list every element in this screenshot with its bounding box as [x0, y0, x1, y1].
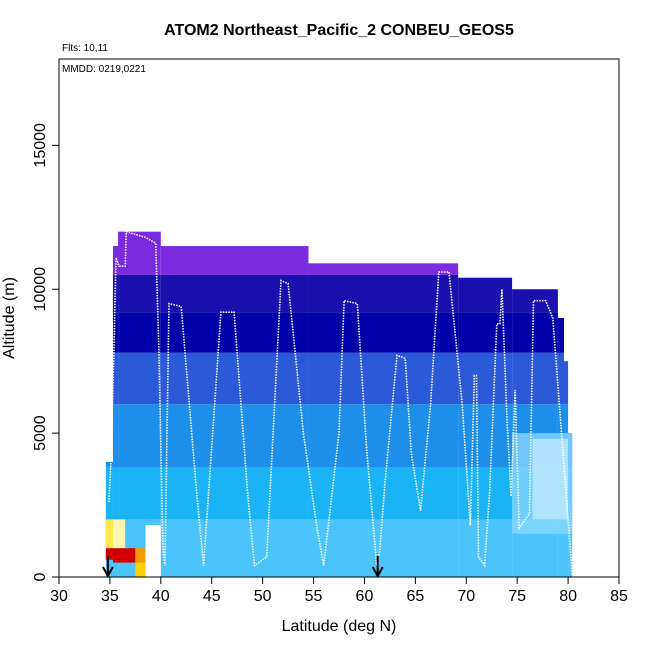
x-tick-label: 35	[101, 588, 119, 605]
marker-arrows	[101, 556, 384, 579]
x-tick-label: 85	[610, 588, 628, 605]
heatmap-cell	[112, 352, 119, 405]
heatmap-cell	[308, 519, 459, 577]
y-axis: 0 5000 10000 15000	[32, 123, 59, 581]
x-axis: 30 35 40 45 50 55 60 65 70 75 80 85	[50, 577, 628, 605]
y-tick-label: 5000	[32, 415, 49, 451]
anomaly-cell	[105, 548, 113, 560]
x-tick-label: 30	[50, 588, 68, 605]
x-tick-label: 80	[559, 588, 577, 605]
heatmap-cell	[557, 352, 565, 405]
chart-title: ATOM2 Northeast_Pacific_2 CONBEU_GEOS5	[164, 22, 514, 39]
x-tick-label: 75	[508, 588, 526, 605]
x-tick-label: 55	[305, 588, 323, 605]
heatmap-cell	[160, 467, 309, 520]
date-note: MMDD: 0219,0221	[62, 64, 146, 75]
x-tick-label: 60	[356, 588, 374, 605]
x-tick-label: 40	[152, 588, 170, 605]
heatmap-cell	[160, 312, 309, 353]
anomaly-cell	[135, 562, 146, 577]
heatmap-cell	[160, 352, 309, 405]
heatmap-cell	[112, 467, 119, 520]
heatmap-cell	[308, 274, 459, 313]
heatmap-cells	[105, 231, 573, 577]
heatmap-cell	[564, 519, 569, 577]
y-tick-label: 15000	[32, 123, 49, 168]
heatmap-cell	[118, 352, 161, 405]
heatmap-cell	[160, 404, 309, 468]
y-axis-title: Altitude (m)	[1, 277, 18, 359]
heatmap-cell	[458, 519, 513, 577]
anomaly-cell	[145, 525, 161, 577]
y-tick-label: 0	[32, 572, 49, 581]
heatmap-cell	[112, 312, 119, 353]
anomaly-cell	[112, 519, 126, 549]
heatmap-cell	[118, 274, 161, 313]
down-arrow-icon	[101, 566, 114, 579]
heatmap-cell	[308, 312, 459, 353]
x-axis-title: Latitude (deg N)	[282, 618, 397, 635]
heatmap-cell	[160, 519, 309, 577]
heatmap-cell	[118, 404, 161, 468]
heatmap-cell	[557, 318, 565, 353]
x-tick-label: 45	[203, 588, 221, 605]
heatmap-cell	[308, 467, 459, 520]
heatmap-cell	[458, 277, 513, 313]
heatmap-cell-pale	[532, 438, 569, 520]
anomaly-cell	[135, 548, 146, 563]
heatmap-cell	[308, 404, 459, 468]
heatmap-cell	[160, 246, 309, 275]
heatmap-cell	[557, 519, 565, 577]
heatmap-cell	[512, 312, 558, 353]
plot-area	[101, 230, 573, 579]
heatmap-cell	[160, 274, 309, 313]
flight-track-line	[108, 230, 573, 575]
surface-anomaly-cells	[105, 519, 161, 577]
flights-note: Flts: 10,11	[62, 43, 108, 54]
heatmap-cell	[458, 467, 513, 520]
heatmap-cell	[308, 352, 459, 405]
heatmap-cell	[112, 246, 119, 275]
anomaly-cell	[105, 519, 113, 549]
heatmap-cell	[458, 404, 513, 468]
heatmap-cell	[458, 312, 513, 353]
down-arrow-icon	[371, 566, 384, 579]
plot-frame	[58, 58, 620, 578]
x-tick-label: 70	[457, 588, 475, 605]
heatmap-cell	[118, 312, 161, 353]
heatmap-cell	[458, 352, 513, 405]
x-tick-label: 50	[254, 588, 272, 605]
y-tick-label: 10000	[32, 267, 49, 312]
heatmap-cell	[118, 467, 161, 520]
heatmap-cell	[512, 352, 558, 405]
heatmap-cell	[105, 461, 113, 468]
heatmap-cell	[118, 231, 161, 275]
heatmap-cell	[112, 404, 119, 468]
heatmap-cell	[564, 361, 569, 405]
x-tick-label: 65	[406, 588, 424, 605]
anomaly-cell	[112, 548, 136, 563]
heatmap-cell	[308, 263, 459, 275]
heatmap-cell	[568, 519, 573, 577]
